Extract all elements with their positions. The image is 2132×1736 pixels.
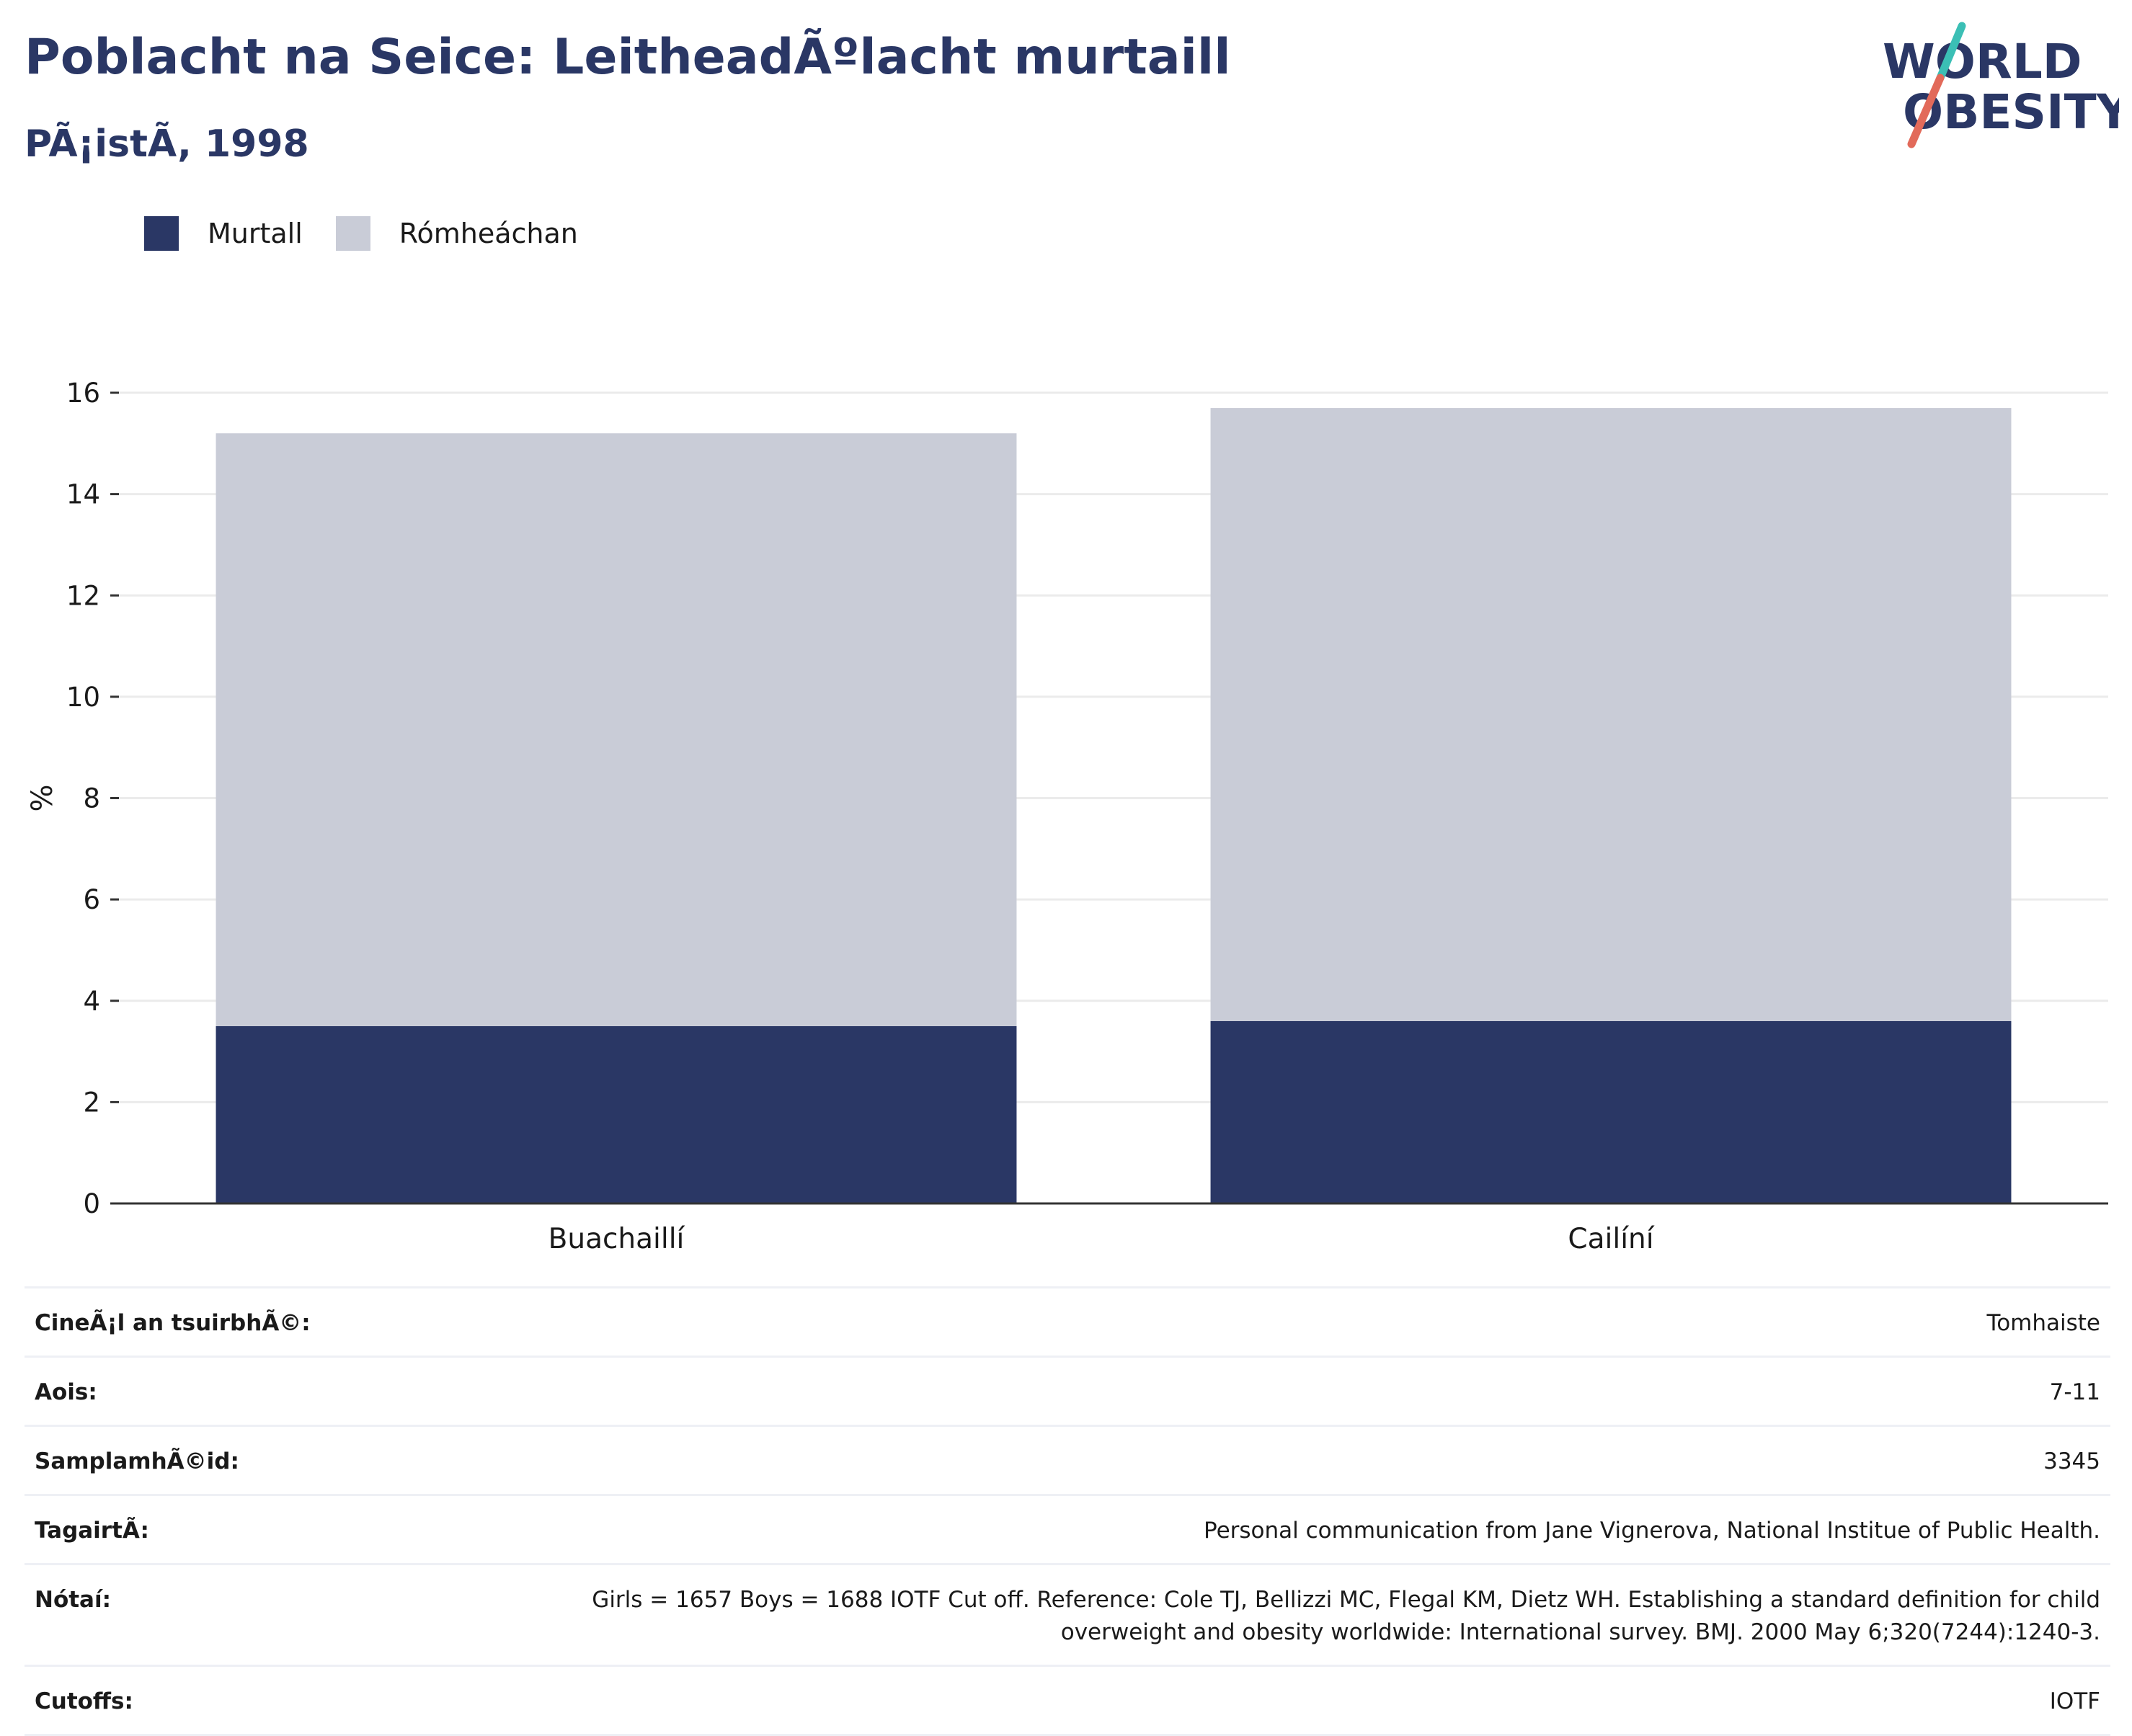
info-label: Cutoffs: — [35, 1688, 133, 1714]
info-row-age: Aois: 7-11 — [25, 1358, 2110, 1427]
logo-slash-bottom-icon — [1907, 74, 1945, 148]
legend-swatch-murtall — [144, 216, 179, 251]
info-row-notes: Nótaí: Girls = 1657 Boys = 1688 IOTF Cut… — [25, 1565, 2110, 1667]
page-subtitle: PÃ¡istÃ, 1998 — [25, 123, 309, 166]
world-obesity-logo: WORLD OBESITY — [1883, 22, 2119, 148]
y-tick-label: 8 — [83, 783, 100, 814]
x-tick-label: Buachaillí — [548, 1223, 685, 1254]
y-tick-label: 2 — [83, 1087, 100, 1118]
bar-romheachan-0 — [216, 433, 1017, 1026]
chart-legend: Murtall Rómheáchan — [144, 213, 611, 254]
legend-swatch-romheachan — [335, 216, 370, 251]
y-tick-label: 14 — [66, 479, 100, 510]
info-label: SamplamhÃ©id: — [35, 1448, 239, 1474]
info-label: CineÃ¡l an tsuirbhÃ©: — [35, 1310, 311, 1336]
info-label: Aois: — [35, 1379, 97, 1405]
info-value: Personal communication from Jane Vignero… — [1204, 1518, 2100, 1544]
y-tick-label: 16 — [66, 378, 100, 409]
info-value: IOTF — [2049, 1688, 2100, 1714]
info-row-cutoffs: Cutoffs: IOTF — [25, 1667, 2110, 1736]
y-tick-label: 0 — [83, 1188, 100, 1219]
bar-murtall-1 — [1210, 1020, 2012, 1203]
legend-label-murtall: Murtall — [208, 218, 303, 249]
info-row-reference: TagairtÃ: Personal communication from Ja… — [25, 1496, 2110, 1565]
legend-item-romheachan[interactable]: Rómheáchan — [335, 216, 578, 251]
logo-line-2: OBESITY — [1903, 84, 2119, 140]
x-tick-label: Cailíní — [1568, 1223, 1654, 1254]
info-value: Girls = 1657 Boys = 1688 IOTF Cut off. R… — [592, 1587, 2100, 1645]
logo-slash-top-icon — [1936, 22, 1966, 82]
logo-line-1: WORLD — [1883, 34, 2082, 89]
page-title: Poblacht na Seice: LeitheadÃºlacht murta… — [25, 29, 1231, 86]
bar-murtall-0 — [216, 1025, 1017, 1203]
bar-romheachan-1 — [1210, 408, 2012, 1021]
info-row-survey-type: CineÃ¡l an tsuirbhÃ©: Tomhaiste — [25, 1288, 2110, 1358]
y-tick-label: 10 — [66, 682, 100, 713]
stacked-bar-chart: 0 2 4 6 8 10 12 14 16% Buachaillí Cailíní — [26, 378, 2108, 1254]
y-tick-label: 12 — [66, 580, 100, 611]
info-value: 7-11 — [2049, 1379, 2100, 1405]
legend-label-romheachan: Rómheáchan — [399, 218, 578, 249]
y-tick-label: 4 — [83, 986, 100, 1017]
info-label: Nótaí: — [35, 1587, 112, 1613]
y-axis-label: % — [26, 784, 59, 811]
info-value: Tomhaiste — [1986, 1310, 2100, 1336]
info-value: 3345 — [2043, 1448, 2100, 1474]
info-label: TagairtÃ: — [35, 1518, 149, 1544]
info-row-sample-size: SamplamhÃ©id: 3345 — [25, 1427, 2110, 1496]
survey-info-table: CineÃ¡l an tsuirbhÃ©: Tomhaiste Aois: 7-… — [25, 1286, 2110, 1736]
y-tick-label: 6 — [83, 884, 100, 915]
legend-item-murtall[interactable]: Murtall — [144, 216, 303, 251]
